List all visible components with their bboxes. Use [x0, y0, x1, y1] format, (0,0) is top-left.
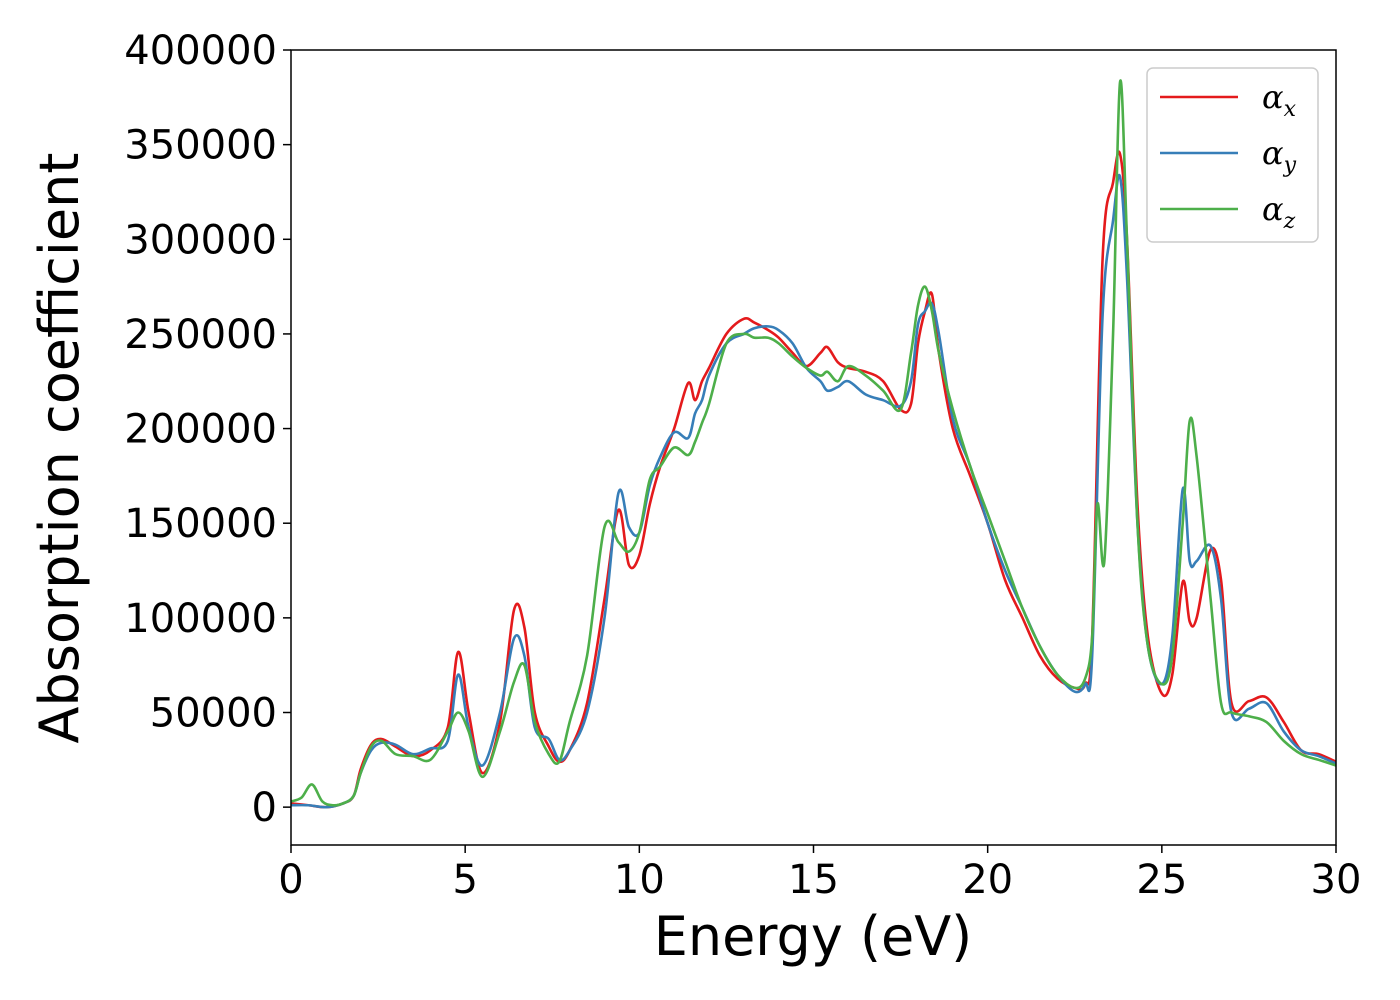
y-tick-label: 250000 [124, 312, 277, 358]
legend-label-y: αy [1262, 134, 1297, 178]
y-tick-label: 200000 [124, 407, 277, 453]
series-line-y [290, 173, 1337, 809]
x-tick-label: 15 [788, 857, 839, 903]
x-tick-label: 25 [1136, 857, 1187, 903]
y-tick-label: 50000 [150, 691, 277, 737]
y-tick-label: 400000 [124, 28, 277, 74]
x-tick-label: 5 [452, 857, 477, 903]
y-tick-label: 350000 [124, 123, 277, 169]
legend: αx αy αz [1146, 67, 1319, 243]
series-layer [290, 79, 1337, 809]
y-tick-label: 0 [252, 785, 277, 831]
x-axis-label: Energy (eV) [654, 905, 973, 968]
series-line-x [290, 150, 1337, 809]
x-tick-label: 30 [1311, 857, 1362, 903]
y-tick-label: 100000 [124, 596, 277, 642]
y-tick-label: 300000 [124, 217, 277, 263]
legend-label-z: αz [1262, 190, 1296, 234]
legend-box [1146, 67, 1319, 243]
ticks-layer: 0 5 10 15 20 25 30 0 50000 100000 150000 200000 2500… [124, 28, 1361, 903]
legend-label-x: αx [1262, 78, 1297, 122]
x-tick-label: 0 [278, 857, 303, 903]
series-line-z [290, 79, 1337, 807]
y-tick-label: 150000 [124, 501, 277, 547]
x-tick-label: 10 [614, 857, 665, 903]
y-axis-label: Absorption coefficient [28, 153, 91, 744]
x-tick-label: 20 [962, 857, 1013, 903]
